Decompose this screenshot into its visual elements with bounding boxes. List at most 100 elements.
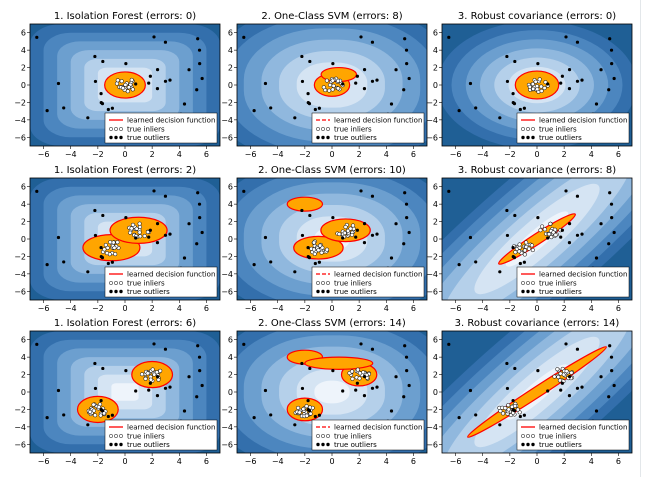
true-outlier-point (168, 78, 172, 82)
true-outlier-point (608, 37, 612, 41)
true-outlier-point (187, 222, 191, 226)
true-inlier-point (555, 367, 560, 372)
legend-inlier-swatch (531, 281, 535, 285)
true-outlier-point (513, 213, 517, 218)
true-outlier-point (35, 35, 39, 39)
panel-title: 1. Isolation Forest (errors: 2) (54, 165, 196, 176)
legend-box (516, 419, 630, 451)
y-tick-label: −4 (221, 270, 233, 279)
panel-title: 3. Robust covariance (errors: 0) (458, 11, 616, 22)
true-inlier-point (91, 408, 96, 413)
legend-label-inliers: true inliers (334, 280, 372, 288)
true-inlier-point (152, 372, 157, 377)
y-tick-label: 0 (21, 235, 26, 244)
x-tick-label: −4 (477, 457, 489, 466)
true-outlier-point (86, 423, 90, 427)
x-tick-label: −4 (272, 304, 284, 313)
true-outlier-point (474, 260, 478, 264)
true-outlier-point (93, 233, 98, 238)
true-outlier-point (99, 408, 103, 412)
true-outlier-point (93, 79, 98, 84)
y-tick-label: −6 (14, 287, 26, 296)
true-outlier-point (200, 76, 204, 81)
legend-label-outliers: true outliers (334, 441, 377, 449)
x-tick-label: 4 (177, 150, 182, 159)
true-inlier-point (91, 402, 96, 407)
true-outlier-point (155, 241, 160, 245)
x-tick-label: 4 (589, 150, 594, 159)
y-tick-label: −2 (221, 405, 233, 414)
x-tick-label: 4 (384, 304, 389, 313)
true-inlier-point (357, 376, 362, 381)
true-outlier-point (612, 76, 616, 81)
y-tick-label: 0 (228, 81, 233, 90)
true-inlier-point (111, 240, 116, 245)
true-outlier-point (101, 59, 105, 64)
true-inlier-point (556, 374, 561, 380)
legend-inlier-swatch (321, 281, 325, 285)
x-tick-label: 2 (562, 457, 567, 466)
true-outlier-point (560, 381, 564, 385)
true-outlier-point (148, 228, 152, 232)
legend-label-decision: learned decision function (539, 117, 627, 125)
true-outlier-point (341, 389, 345, 393)
true-inlier-point (539, 88, 544, 94)
panel-r2-c1: 1. Isolation Forest (errors: 2) −6 −4 −2 0 2 4… (14, 165, 221, 313)
y-tick-label: 4 (21, 200, 26, 209)
true-outlier-point (200, 383, 204, 388)
true-outlier-point (505, 79, 510, 84)
true-outlier-point (567, 68, 572, 72)
x-tick-label: −2 (92, 150, 104, 159)
legend-box (311, 112, 425, 144)
true-inlier-point (98, 413, 103, 418)
y-tick-label: 2 (433, 371, 438, 380)
true-outlier-point (370, 194, 375, 198)
true-outlier-point (197, 202, 202, 206)
x-tick-label: 0 (534, 304, 539, 313)
true-outlier-point (308, 213, 312, 218)
x-tick-label: −6 (38, 150, 50, 159)
panel-r3-c3: 3. Robust covariance (errors: 14) −6 −4 −2 0… (426, 318, 633, 466)
y-tick-label: −4 (14, 270, 26, 279)
y-tick-label: 0 (433, 388, 438, 397)
true-outlier-point (263, 81, 268, 86)
true-outlier-point (403, 37, 407, 41)
legend-label-outliers: true outliers (127, 288, 170, 296)
true-outlier-point (306, 408, 310, 412)
true-outlier-point (242, 35, 246, 39)
legend-outlier-swatch (531, 289, 535, 294)
true-inlier-point (501, 411, 506, 416)
true-outlier-point (293, 423, 297, 427)
true-inlier-point (548, 221, 553, 226)
x-tick-label: −6 (450, 304, 462, 313)
legend-outlier-swatch (109, 289, 113, 294)
true-inlier-point (102, 247, 107, 252)
true-outlier-point (580, 78, 584, 82)
y-tick-label: −2 (14, 252, 26, 261)
true-inlier-point (137, 230, 142, 235)
true-outlier-point (518, 261, 522, 266)
true-outlier-point (313, 261, 317, 266)
legend-box (516, 266, 630, 298)
true-outlier-point (518, 107, 522, 112)
legend-inlier-swatch (316, 281, 320, 285)
legend-outlier-swatch (109, 442, 113, 447)
y-tick-label: −4 (426, 423, 438, 432)
true-outlier-point (134, 236, 138, 240)
true-outlier-point (575, 79, 580, 83)
true-outlier-point (269, 413, 273, 417)
y-tick-label: −2 (14, 98, 26, 107)
true-outlier-point (313, 107, 317, 112)
true-outlier-point (394, 222, 398, 226)
true-outlier-point (370, 40, 375, 44)
true-inlier-point (527, 84, 532, 89)
y-tick-label: −4 (426, 270, 438, 279)
true-outlier-point (474, 106, 478, 110)
true-outlier-point (362, 394, 367, 398)
true-inlier-point (553, 232, 558, 238)
y-tick-label: 6 (433, 29, 438, 38)
true-outlier-point (608, 344, 612, 348)
